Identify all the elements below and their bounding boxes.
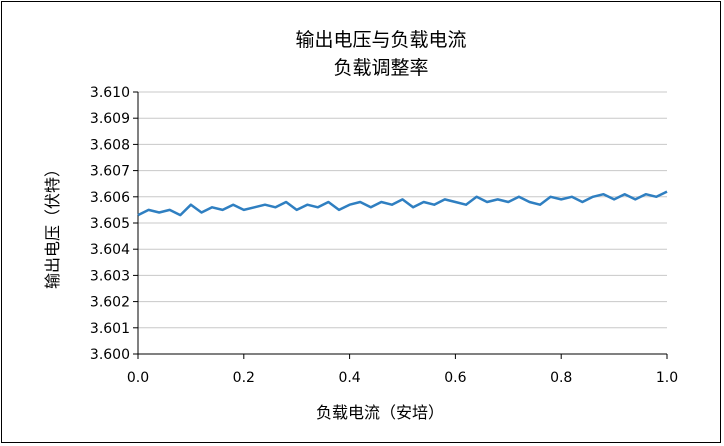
series-layer [137,190,668,217]
x-tick-label: 0.6 [444,370,466,386]
y-tick-label: 3.602 [90,295,130,311]
chart-subtitle: 负载调整率 [333,57,428,79]
gridlines [133,91,668,359]
y-tick-labels: 3.600 3.601 3.602 3.603 3.604 3.605 3.606 3.607… [90,85,130,363]
y-tick-label: 3.605 [90,216,130,232]
x-axis-label: 负载电流（安培） [316,403,444,422]
x-tick-label: 0.8 [550,370,572,386]
y-tick-label: 3.604 [90,242,130,258]
x-tick-label: 0.4 [338,370,360,386]
y-tick-label: 3.603 [90,268,130,284]
chart-title: 输出电压与负载电流 [295,29,466,51]
x-tick-labels: 0.0 0.2 0.4 0.6 0.8 1.0 [127,370,678,386]
y-tick-label: 3.600 [90,347,130,363]
y-axis-label: 输出电压（伏特） [43,161,62,289]
y-tick-label: 3.609 [90,111,130,127]
y-tick-label: 3.610 [90,85,130,101]
x-tick-label: 0.2 [233,370,255,386]
x-tick-label: 0.0 [127,370,149,386]
y-tick-label: 3.608 [90,137,130,153]
y-tick-label: 3.606 [90,190,130,206]
series-line-0 [137,190,668,217]
y-tick-label: 3.601 [90,321,130,337]
y-tick-label: 3.607 [90,164,130,180]
x-tick-label: 1.0 [656,370,678,386]
